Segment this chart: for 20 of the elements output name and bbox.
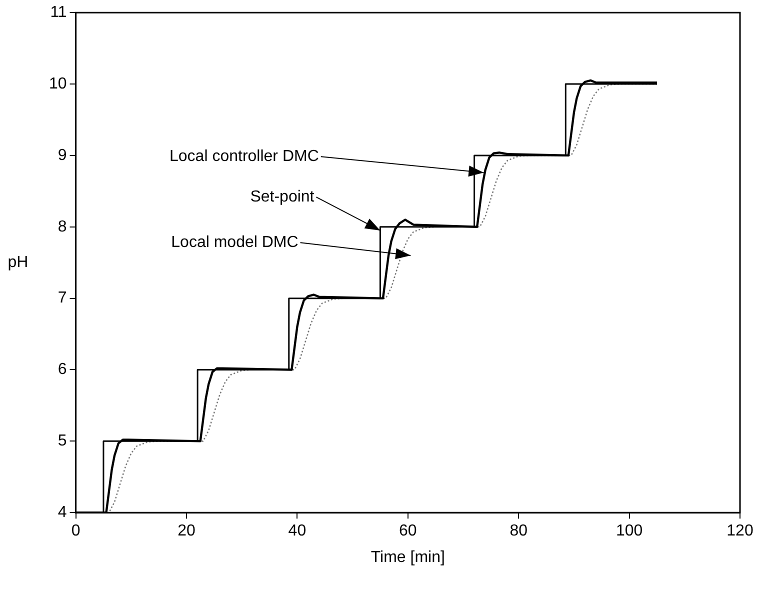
y-tick-label: 5 [58, 432, 67, 450]
x-axis-title: Time [min] [370, 548, 445, 566]
y-tick-label: 4 [58, 504, 67, 522]
annotation: Set-point [250, 188, 315, 206]
x-tick-label: 120 [726, 522, 754, 540]
y-tick-label: 9 [58, 146, 67, 164]
x-tick-label: 60 [399, 522, 417, 540]
y-tick-label: 7 [58, 290, 67, 307]
x-tick-label: 0 [71, 522, 80, 540]
x-tick-label: 100 [616, 522, 643, 540]
y-axis-title: pH [8, 254, 28, 272]
x-tick-label: 80 [510, 522, 528, 540]
annotation: Local model DMC [171, 234, 298, 252]
y-tick-label: 11 [50, 4, 67, 22]
x-tick-label: 40 [288, 522, 306, 540]
y-tick-label: 8 [58, 218, 67, 236]
annotation: Local controller DMC [170, 148, 319, 166]
x-tick-label: 20 [178, 522, 196, 540]
y-tick-label: 10 [49, 75, 67, 92]
y-tick-label: 6 [58, 361, 67, 378]
